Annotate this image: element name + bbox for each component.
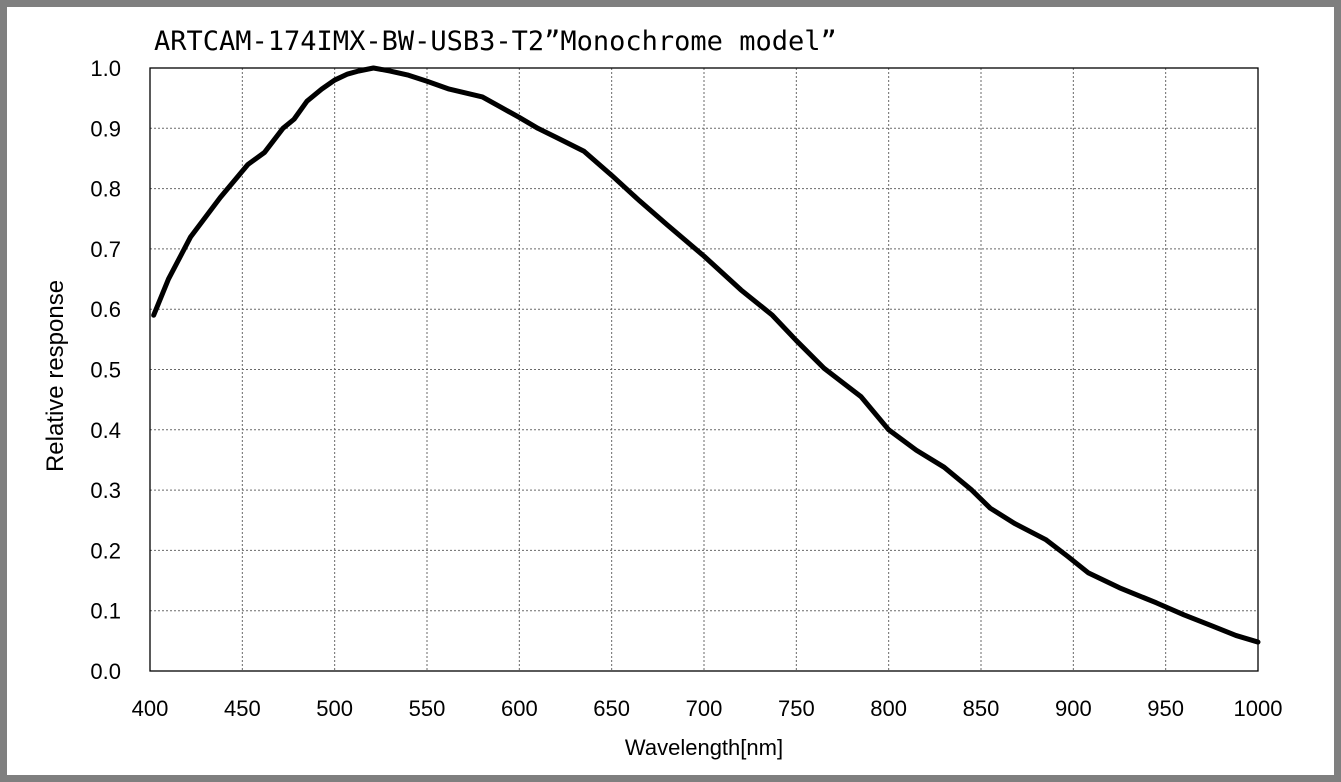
x-tick-label: 950 xyxy=(1147,696,1184,721)
y-tick-label: 0.6 xyxy=(90,297,121,322)
y-tick-label: 0.4 xyxy=(90,418,121,443)
x-tick-label: 850 xyxy=(963,696,1000,721)
data-points xyxy=(153,67,1259,643)
x-tick-label: 450 xyxy=(224,696,261,721)
y-tick-label: 0.2 xyxy=(90,538,121,563)
y-tick-label: 1.0 xyxy=(90,56,121,81)
chart-title: ARTCAM-174IMX-BW-USB3-T2”Monochrome mode… xyxy=(154,26,837,57)
y-tick-label: 0.8 xyxy=(90,177,121,202)
y-ticks: 0.0 0.1 0.2 0.3 0.4 0.5 0.6 0.7 0.8 0.9 1.0 xyxy=(90,56,121,684)
x-tick-label: 900 xyxy=(1055,696,1092,721)
x-tick-label: 750 xyxy=(778,696,815,721)
x-tick-label: 650 xyxy=(593,696,630,721)
series-line xyxy=(151,65,1261,645)
y-tick-label: 0.0 xyxy=(90,659,121,684)
y-tick-label: 0.3 xyxy=(90,478,121,503)
x-tick-label: 550 xyxy=(409,696,446,721)
x-ticks: 400 450 500 550 600 650 700 750 800 850 900 950 1000 xyxy=(132,696,1283,721)
y-axis-label: Relative response xyxy=(42,280,69,472)
x-axis-label: Wavelength[nm] xyxy=(625,735,783,760)
x-tick-label: 500 xyxy=(316,696,353,721)
x-tick-label: 1000 xyxy=(1234,696,1283,721)
grid xyxy=(150,68,1258,671)
x-tick-label: 800 xyxy=(870,696,907,721)
y-tick-label: 0.7 xyxy=(90,237,121,262)
x-tick-label: 400 xyxy=(132,696,169,721)
y-tick-label: 0.1 xyxy=(90,599,121,624)
x-tick-label: 600 xyxy=(501,696,538,721)
x-tick-label: 700 xyxy=(686,696,723,721)
y-tick-label: 0.9 xyxy=(90,116,121,141)
y-tick-label: 0.5 xyxy=(90,358,121,383)
plot-area xyxy=(149,67,1259,672)
